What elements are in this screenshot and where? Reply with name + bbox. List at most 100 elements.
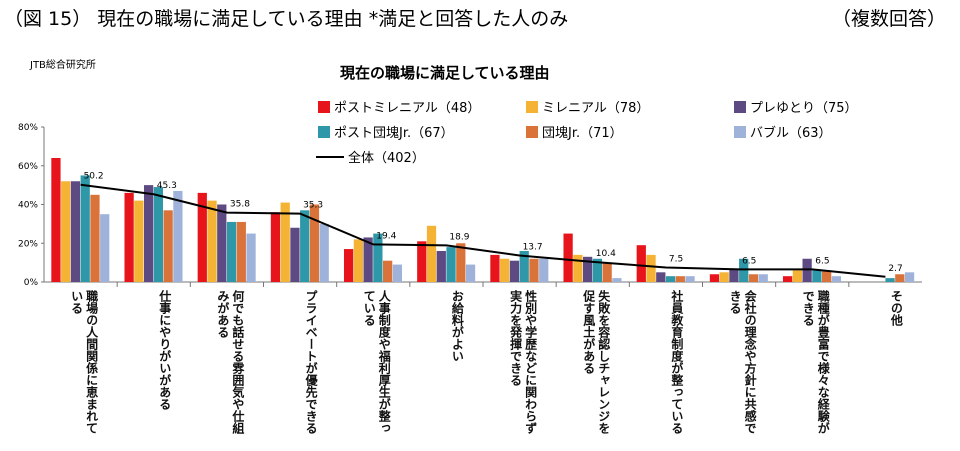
bar [612, 278, 622, 282]
bar [685, 276, 695, 282]
bar [280, 202, 290, 282]
bar [124, 192, 134, 282]
x-tick-label: 職種が豊富で様々な経験ができる [801, 290, 831, 434]
bar [490, 254, 500, 282]
bar [373, 233, 383, 282]
legend-swatch [526, 126, 538, 138]
legend-label: 全体（402） [348, 150, 425, 166]
x-tick-label: 仕事にやりがいがある [157, 290, 172, 410]
bar [290, 227, 300, 282]
legend-label: バブル（63） [750, 125, 832, 141]
bar [446, 247, 456, 282]
bar [153, 187, 164, 282]
data-label: 19.4 [376, 231, 396, 241]
y-tick-label: 0% [24, 278, 39, 288]
bar [417, 241, 427, 282]
bar [822, 270, 832, 282]
bar [309, 204, 320, 282]
bar [100, 214, 110, 282]
bar [319, 223, 329, 282]
bar [831, 276, 842, 282]
bar [812, 270, 822, 282]
bar [436, 251, 446, 282]
data-label: 18.9 [449, 232, 469, 242]
y-tick-label: 80% [18, 123, 38, 133]
x-tick-label: お給料がよい [450, 290, 465, 362]
bar [602, 262, 612, 282]
page-title: （図 15） 現在の職場に満足している理由 *満足と回答した人のみ [4, 8, 569, 30]
bar [636, 245, 646, 282]
bar [665, 276, 676, 282]
legend-label: ミレニアル（78） [542, 101, 649, 116]
bar [80, 175, 90, 282]
x-tick-label: 何でも話せる雰囲気や仕組みがある [215, 290, 245, 434]
bar [61, 181, 71, 282]
bar [709, 274, 720, 282]
bar [885, 278, 895, 282]
bar [456, 243, 466, 282]
bar [719, 272, 729, 282]
data-label: 10.4 [596, 249, 616, 259]
legend-label: ポスト団塊Jr.（67） [334, 125, 454, 141]
bar [573, 254, 583, 282]
bar [343, 249, 354, 282]
x-tick-label: その他 [889, 290, 904, 326]
legend-swatch [318, 101, 330, 113]
bar [656, 272, 666, 282]
bar [895, 274, 905, 282]
source: JTB総合研究所 [30, 60, 96, 71]
bar [143, 185, 154, 282]
bar [173, 190, 183, 282]
bar [582, 256, 593, 282]
x-tick-label: 失敗を容認しチャレンジを促す風土がある [581, 290, 611, 434]
bar [646, 254, 656, 282]
bar [363, 237, 373, 282]
bar [782, 276, 793, 282]
data-label: 7.5 [669, 254, 683, 264]
bar [134, 200, 144, 282]
data-label: 35.3 [303, 201, 323, 211]
bar [236, 221, 246, 282]
data-label: 35.8 [230, 200, 250, 210]
data-label: 13.7 [523, 242, 543, 252]
bar [519, 251, 529, 282]
legend-swatch [318, 126, 330, 138]
legend-label: ポストミレニアル（48） [334, 101, 480, 116]
data-label: 45.3 [157, 181, 177, 191]
x-tick-label: 人事制度や福利厚生が整っている [362, 290, 392, 434]
bar [392, 264, 403, 282]
bar [90, 194, 100, 282]
bar [207, 200, 217, 282]
bar [465, 264, 476, 282]
bar [675, 276, 685, 282]
bar [246, 233, 256, 282]
data-label: 50.2 [84, 172, 104, 182]
x-tick-label: 社員教育制度が整っている [669, 290, 684, 434]
bar [563, 233, 573, 282]
y-tick-label: 40% [18, 201, 38, 211]
legend-label: 団塊Jr.（71） [542, 125, 623, 141]
bar [758, 274, 768, 282]
chart-title: 現在の職場に満足している理由 [340, 64, 550, 82]
bar [529, 258, 539, 282]
data-label: 6.5 [815, 256, 829, 266]
bar [904, 272, 915, 282]
data-label: 2.7 [888, 264, 902, 274]
bar [748, 274, 759, 282]
bar [226, 221, 237, 282]
bar [353, 239, 363, 282]
legend-swatch [734, 126, 746, 138]
bar [509, 260, 520, 282]
legend-swatch [734, 101, 746, 113]
bar [500, 258, 510, 282]
x-tick-label: プライベートが優先できる [304, 290, 319, 434]
y-tick-label: 60% [18, 162, 38, 172]
data-label: 6.5 [742, 256, 756, 266]
x-tick-label: 会社の理念や方針に共感できる [728, 290, 758, 434]
bar [270, 212, 281, 282]
bar [426, 225, 437, 282]
bar [383, 260, 393, 282]
bar [729, 268, 739, 282]
